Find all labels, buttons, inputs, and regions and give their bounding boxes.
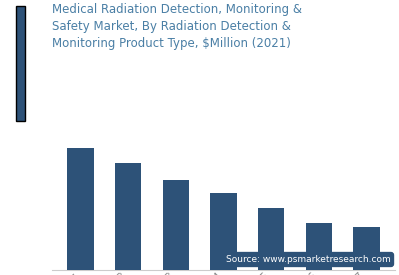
Bar bbox=[163, 180, 189, 270]
Bar bbox=[115, 163, 141, 270]
Text: Medical Radiation Detection, Monitoring &
Safety Market, By Radiation Detection : Medical Radiation Detection, Monitoring … bbox=[52, 3, 302, 50]
Bar bbox=[258, 208, 284, 270]
Text: Source: www.psmarketresearch.com: Source: www.psmarketresearch.com bbox=[226, 255, 391, 264]
Bar bbox=[353, 227, 379, 270]
Bar bbox=[210, 193, 237, 270]
Bar bbox=[67, 148, 94, 270]
Bar bbox=[306, 224, 332, 270]
